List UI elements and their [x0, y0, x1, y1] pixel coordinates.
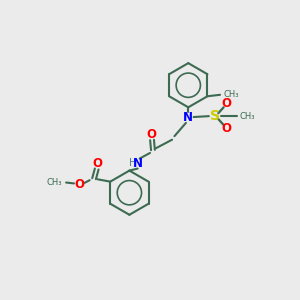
Text: O: O: [74, 178, 84, 190]
Text: N: N: [133, 157, 143, 170]
Text: O: O: [222, 97, 232, 110]
Text: H: H: [129, 158, 137, 168]
Text: O: O: [222, 122, 232, 135]
Text: O: O: [92, 158, 102, 170]
Text: CH₃: CH₃: [224, 90, 239, 99]
Text: N: N: [183, 111, 193, 124]
Text: S: S: [210, 109, 220, 123]
Text: CH₃: CH₃: [240, 112, 255, 121]
Text: O: O: [146, 128, 157, 141]
Text: CH₃: CH₃: [46, 178, 62, 187]
